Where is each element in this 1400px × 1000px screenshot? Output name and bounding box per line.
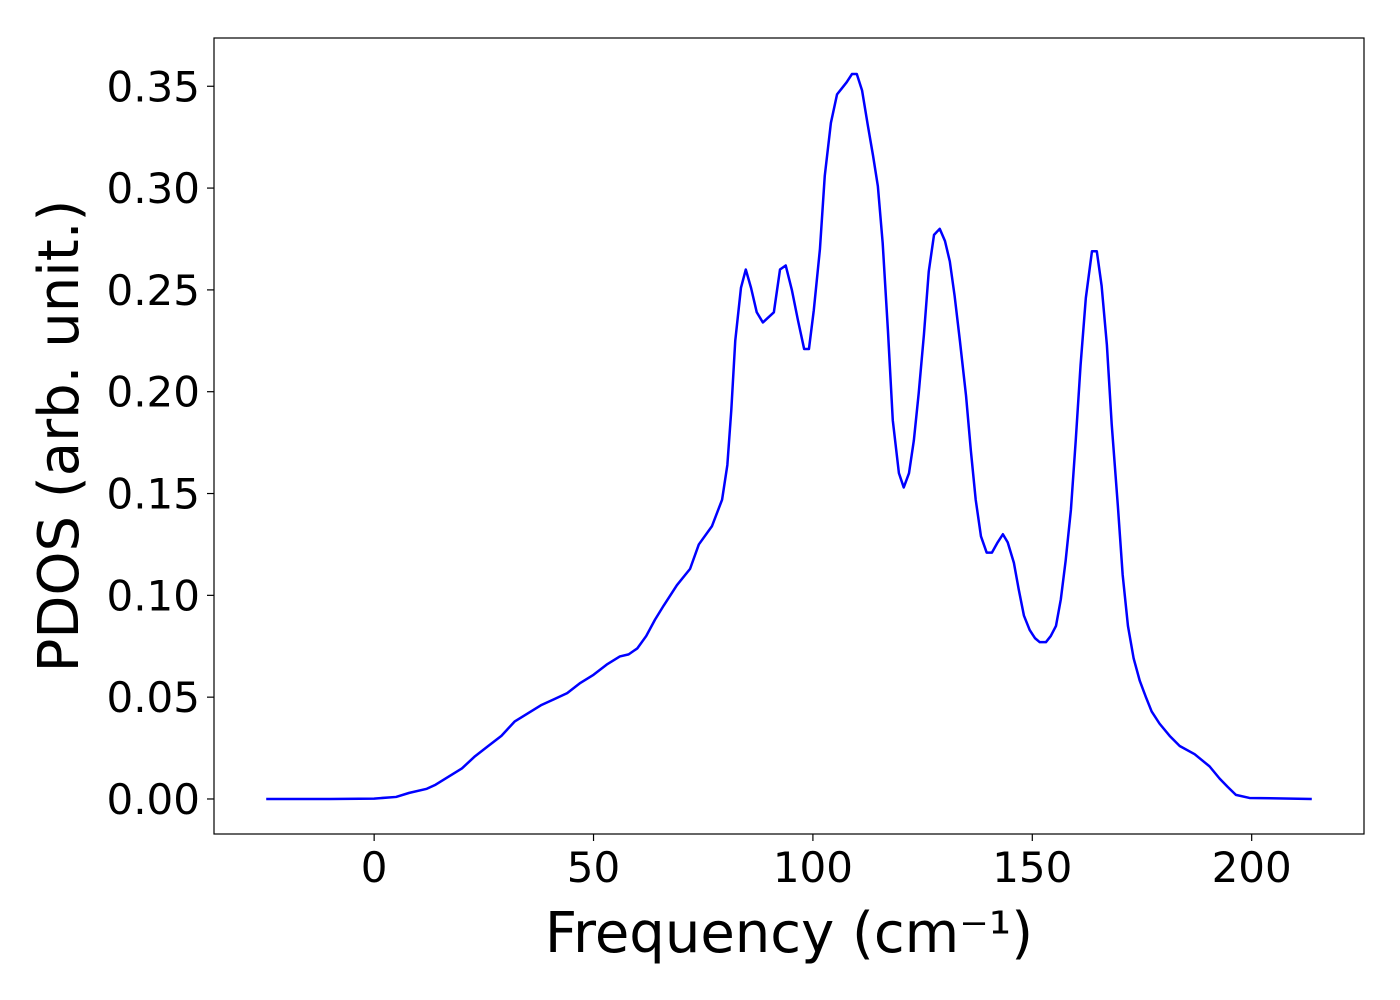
- y-tick-label: 0.35: [106, 62, 200, 111]
- y-tick-label: 0.20: [106, 368, 200, 417]
- x-axis-label: Frequency (cm⁻¹): [545, 901, 1033, 966]
- x-tick-label: 0: [361, 843, 388, 892]
- plot-frame: [213, 37, 1365, 835]
- x-tick-label: 50: [567, 843, 620, 892]
- x-tick-label: 200: [1212, 843, 1292, 892]
- x-tick-label: 150: [992, 843, 1072, 892]
- y-tick-label: 0.30: [106, 164, 200, 213]
- y-tick-label: 0.05: [106, 673, 200, 722]
- y-axis-label: PDOS (arb. unit.): [27, 200, 92, 673]
- data-line: [266, 72, 1312, 801]
- y-tick-label: 0.10: [106, 571, 200, 620]
- x-tick-label: 100: [773, 843, 853, 892]
- y-tick-label: 0.00: [106, 775, 200, 824]
- y-tick-label: 0.25: [106, 266, 200, 315]
- y-tick-label: 0.15: [106, 470, 200, 519]
